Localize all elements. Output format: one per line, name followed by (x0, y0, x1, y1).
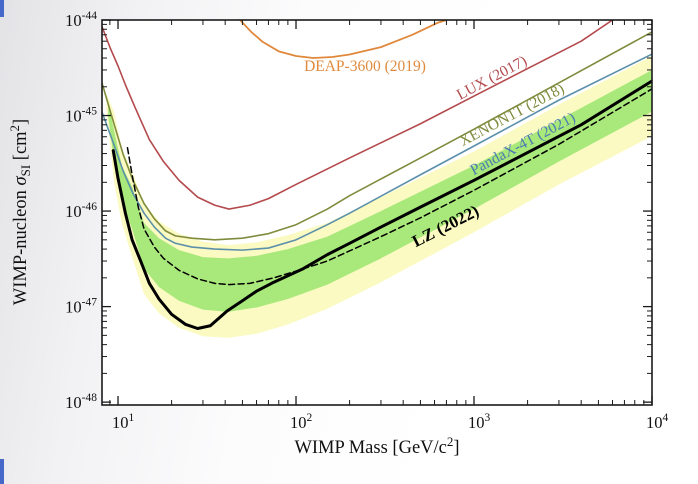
y-axis-title: WIMP-nucleon σSI [cm2] (7, 119, 33, 305)
y-tick-label-1e-48: 10-48 (65, 392, 97, 412)
y-tick-label-1e-47: 10-47 (65, 297, 97, 317)
x-tick-label-1e1: 101 (112, 412, 134, 432)
plot-frame (101, 19, 653, 406)
y-tick-label-1e-45: 10-45 (65, 106, 97, 126)
curve-lz-expected-median (126, 88, 652, 286)
y-tick-label-1e-44: 10-44 (65, 10, 97, 30)
curve-label-deap-3600-2019: DEAP-3600 (2019) (304, 58, 426, 75)
x-tick-label-1e2: 102 (290, 412, 313, 432)
curve-deap-3600-2019 (239, 20, 448, 59)
curve-lux-2017 (102, 20, 614, 210)
window-edge-strip-top (0, 0, 4, 17)
x-tick-label-1e3: 103 (468, 412, 491, 432)
window-edge-strip-bottom (0, 459, 4, 484)
axis-ticks (102, 19, 653, 405)
y-tick-label-1e-46: 10-46 (65, 201, 97, 221)
limit-curves (102, 20, 652, 330)
sensitivity-bands (106, 55, 652, 338)
x-tick-label-1e4: 104 (646, 412, 669, 432)
x-axis-title: WIMP Mass [GeV/c2] (294, 434, 459, 458)
curve-pandax-4t-2021 (102, 53, 652, 251)
expected-1sigma-band (108, 69, 652, 312)
curve-lz-2022-observed (111, 79, 652, 330)
